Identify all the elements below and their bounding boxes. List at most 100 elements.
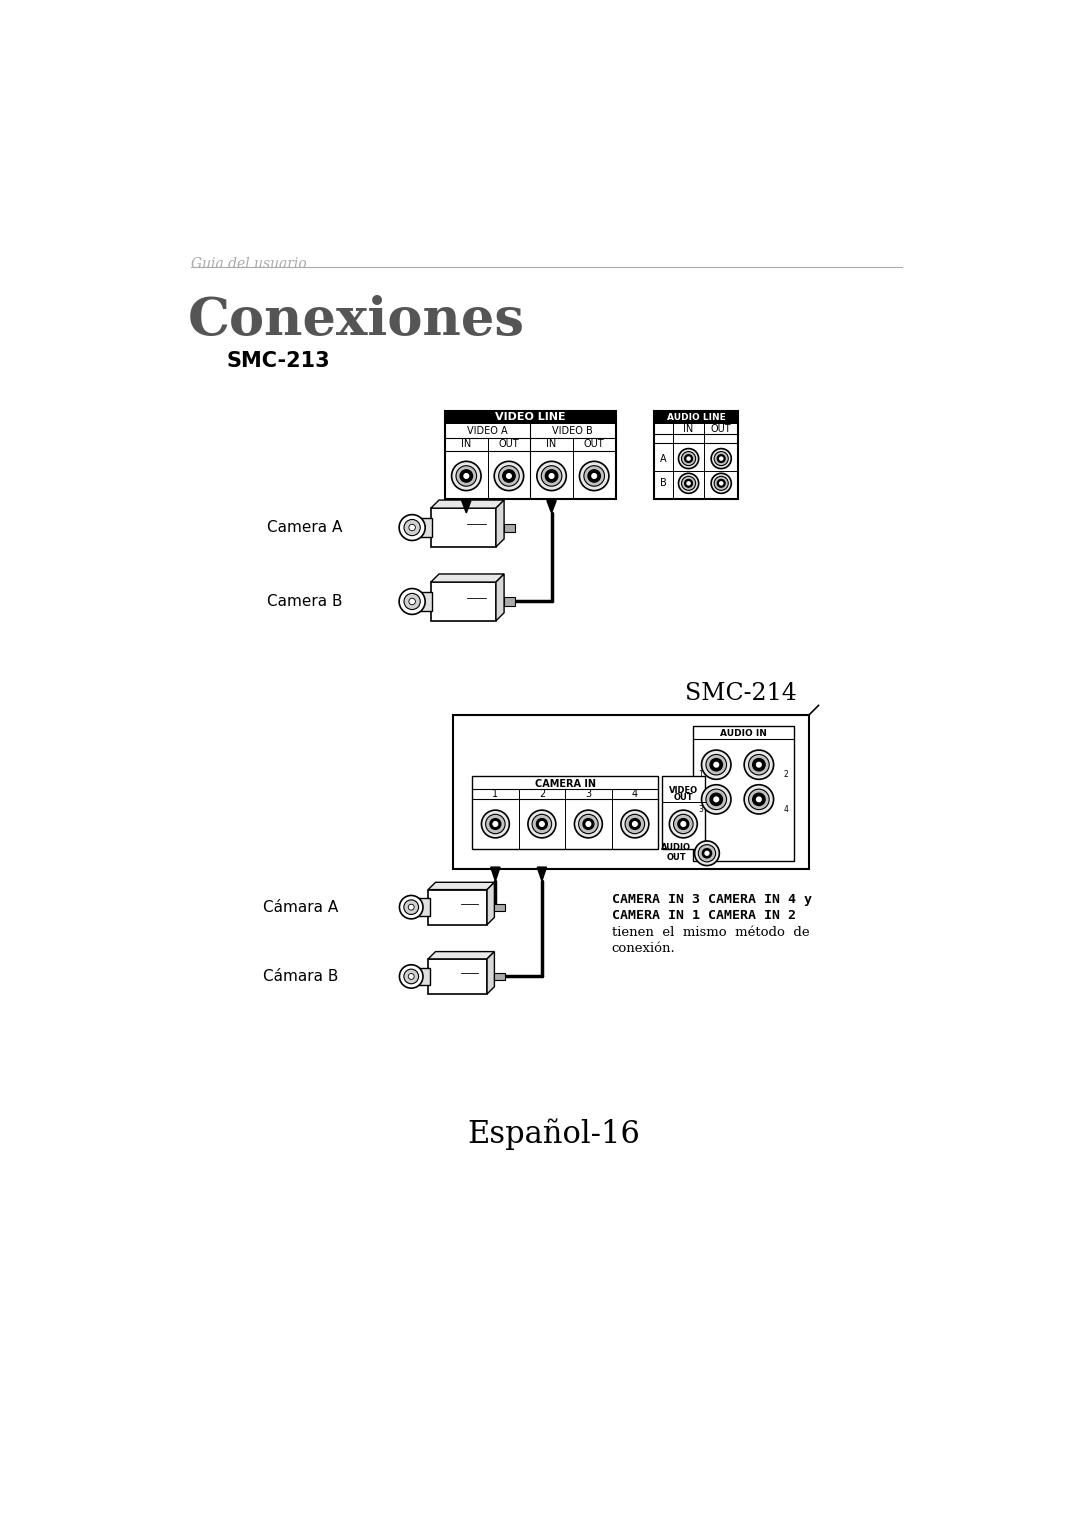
Circle shape xyxy=(681,452,696,466)
Text: OUT: OUT xyxy=(499,440,519,449)
Circle shape xyxy=(460,469,473,483)
Text: 2: 2 xyxy=(539,788,545,799)
Circle shape xyxy=(502,469,515,483)
Text: Guia del usuario: Guia del usuario xyxy=(191,257,307,270)
Text: Conexiones: Conexiones xyxy=(188,295,525,345)
Circle shape xyxy=(528,810,556,837)
Circle shape xyxy=(711,449,731,469)
Bar xyxy=(504,524,515,532)
Circle shape xyxy=(714,762,718,767)
Circle shape xyxy=(507,474,511,478)
Circle shape xyxy=(678,819,689,830)
Circle shape xyxy=(753,758,765,770)
Circle shape xyxy=(678,449,699,469)
Text: Español-16: Español-16 xyxy=(467,1118,640,1151)
Circle shape xyxy=(694,840,719,865)
Circle shape xyxy=(710,793,723,805)
Polygon shape xyxy=(487,952,495,995)
Text: Cámara A: Cámara A xyxy=(262,900,338,915)
Circle shape xyxy=(409,524,416,530)
Circle shape xyxy=(586,822,591,827)
Bar xyxy=(416,518,432,538)
Circle shape xyxy=(702,750,731,779)
Text: VIDEO: VIDEO xyxy=(669,785,698,795)
Circle shape xyxy=(464,474,469,478)
Bar xyxy=(431,509,496,547)
Polygon shape xyxy=(461,501,471,513)
Circle shape xyxy=(685,480,692,487)
Bar xyxy=(693,726,794,860)
Text: A: A xyxy=(660,454,666,463)
Circle shape xyxy=(550,474,554,478)
Circle shape xyxy=(532,814,552,834)
Circle shape xyxy=(404,969,419,984)
Text: Cámara B: Cámara B xyxy=(262,969,338,984)
Circle shape xyxy=(588,469,600,483)
Circle shape xyxy=(490,819,501,830)
Text: AUDIO: AUDIO xyxy=(661,843,691,853)
Circle shape xyxy=(670,810,698,837)
Polygon shape xyxy=(496,500,504,547)
Circle shape xyxy=(545,469,557,483)
Bar xyxy=(415,898,430,915)
Text: CAMERA IN 1 CAMERA IN 2: CAMERA IN 1 CAMERA IN 2 xyxy=(611,909,796,923)
Circle shape xyxy=(717,455,725,463)
Text: 4: 4 xyxy=(632,788,638,799)
Text: VIDEO LINE: VIDEO LINE xyxy=(495,413,566,422)
Circle shape xyxy=(744,750,773,779)
Text: AUDIO LINE: AUDIO LINE xyxy=(666,413,726,422)
Circle shape xyxy=(706,788,727,810)
Bar xyxy=(472,776,658,850)
Circle shape xyxy=(630,819,640,830)
Circle shape xyxy=(451,461,481,490)
Circle shape xyxy=(711,474,731,494)
Circle shape xyxy=(495,461,524,490)
Text: OUT: OUT xyxy=(711,423,731,434)
Bar xyxy=(453,715,809,868)
Text: SMC-214: SMC-214 xyxy=(685,683,797,706)
Bar xyxy=(495,903,504,911)
Circle shape xyxy=(748,755,769,775)
Text: OUT: OUT xyxy=(674,793,693,802)
Polygon shape xyxy=(418,902,430,912)
Text: 2: 2 xyxy=(784,770,788,779)
Polygon shape xyxy=(537,866,546,882)
Bar xyxy=(431,582,496,620)
Text: OUT: OUT xyxy=(584,440,605,449)
Text: CAMERA IN: CAMERA IN xyxy=(535,779,596,788)
Polygon shape xyxy=(487,882,495,924)
Polygon shape xyxy=(428,882,495,889)
Circle shape xyxy=(710,758,723,770)
Polygon shape xyxy=(418,523,430,533)
Circle shape xyxy=(705,851,708,856)
Text: CAMERA IN 3 CAMERA IN 4 y: CAMERA IN 3 CAMERA IN 4 y xyxy=(611,894,812,906)
Bar xyxy=(445,411,616,500)
Text: Camera B: Camera B xyxy=(267,594,342,610)
Circle shape xyxy=(685,455,692,463)
Circle shape xyxy=(625,814,645,834)
Polygon shape xyxy=(490,866,500,882)
Circle shape xyxy=(400,964,423,989)
Circle shape xyxy=(579,814,598,834)
Circle shape xyxy=(541,466,562,486)
Circle shape xyxy=(456,466,476,486)
Bar xyxy=(662,776,704,850)
Bar xyxy=(504,597,515,605)
Circle shape xyxy=(404,520,420,536)
Text: 3: 3 xyxy=(585,788,592,799)
Text: IN: IN xyxy=(461,440,472,449)
Text: 3: 3 xyxy=(699,805,703,814)
Circle shape xyxy=(719,481,723,484)
Circle shape xyxy=(681,822,686,827)
Circle shape xyxy=(702,785,731,814)
Circle shape xyxy=(748,788,769,810)
Circle shape xyxy=(714,798,718,802)
Circle shape xyxy=(404,593,420,610)
Text: IN: IN xyxy=(684,423,693,434)
Circle shape xyxy=(583,819,594,830)
Circle shape xyxy=(706,755,727,775)
Circle shape xyxy=(757,762,761,767)
Polygon shape xyxy=(431,575,504,582)
Circle shape xyxy=(702,848,712,857)
Text: 4: 4 xyxy=(784,805,788,814)
